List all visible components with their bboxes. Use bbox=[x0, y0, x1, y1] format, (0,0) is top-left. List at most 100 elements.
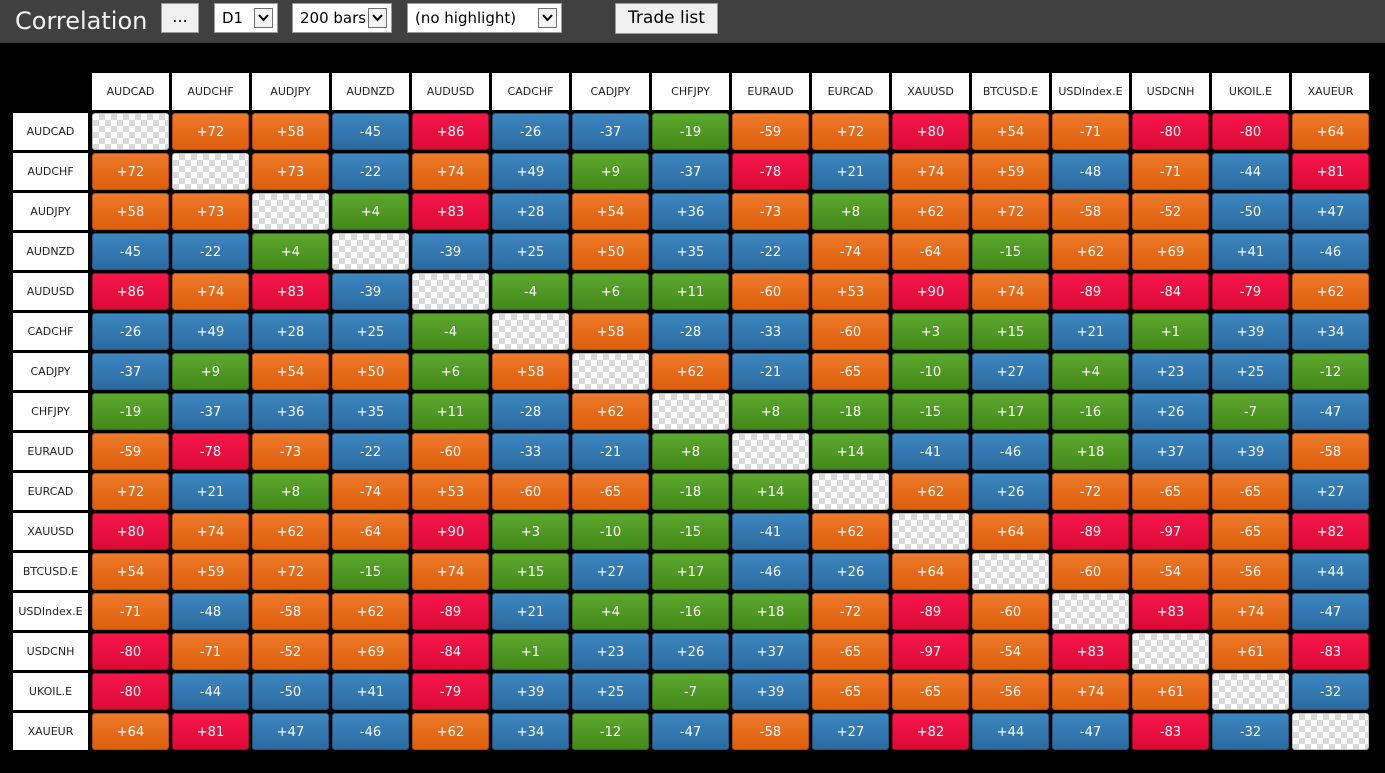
correlation-cell[interactable]: -45 bbox=[332, 113, 409, 150]
correlation-cell[interactable]: -41 bbox=[732, 513, 809, 550]
correlation-cell[interactable]: +6 bbox=[572, 273, 649, 310]
correlation-cell[interactable]: -89 bbox=[1052, 513, 1129, 550]
correlation-cell[interactable]: -16 bbox=[652, 593, 729, 630]
correlation-cell[interactable]: +61 bbox=[1212, 633, 1289, 670]
correlation-cell[interactable]: -60 bbox=[732, 273, 809, 310]
correlation-cell[interactable]: +4 bbox=[252, 233, 329, 270]
correlation-cell[interactable]: +59 bbox=[972, 153, 1049, 190]
correlation-cell[interactable]: -21 bbox=[732, 353, 809, 390]
correlation-cell[interactable]: -47 bbox=[1292, 593, 1369, 630]
correlation-cell[interactable]: -54 bbox=[972, 633, 1049, 670]
correlation-cell[interactable]: +1 bbox=[492, 633, 569, 670]
correlation-cell[interactable]: +25 bbox=[1212, 353, 1289, 390]
correlation-cell[interactable]: -21 bbox=[572, 433, 649, 470]
correlation-cell[interactable]: +27 bbox=[812, 713, 889, 750]
correlation-cell[interactable]: +15 bbox=[972, 313, 1049, 350]
correlation-cell[interactable]: -12 bbox=[1292, 353, 1369, 390]
correlation-cell[interactable]: +27 bbox=[572, 553, 649, 590]
correlation-cell[interactable]: -79 bbox=[412, 673, 489, 710]
correlation-cell[interactable]: -48 bbox=[172, 593, 249, 630]
correlation-cell[interactable]: -37 bbox=[572, 113, 649, 150]
correlation-cell[interactable]: +80 bbox=[892, 113, 969, 150]
column-header[interactable]: UKOIL.E bbox=[1212, 73, 1289, 110]
correlation-cell[interactable]: +62 bbox=[252, 513, 329, 550]
correlation-cell[interactable]: -65 bbox=[812, 673, 889, 710]
correlation-cell[interactable]: -47 bbox=[652, 713, 729, 750]
correlation-cell[interactable]: +44 bbox=[972, 713, 1049, 750]
correlation-cell[interactable]: -50 bbox=[1212, 193, 1289, 230]
correlation-cell[interactable]: +74 bbox=[172, 273, 249, 310]
row-header[interactable]: AUDCHF bbox=[13, 153, 88, 190]
correlation-cell[interactable]: -65 bbox=[812, 353, 889, 390]
correlation-cell[interactable]: -60 bbox=[492, 473, 569, 510]
correlation-cell[interactable]: +28 bbox=[492, 193, 569, 230]
correlation-cell[interactable]: +69 bbox=[1132, 233, 1209, 270]
correlation-cell[interactable]: +62 bbox=[652, 353, 729, 390]
correlation-cell[interactable]: -80 bbox=[1132, 113, 1209, 150]
row-header[interactable]: CHFJPY bbox=[13, 393, 88, 430]
correlation-cell[interactable]: +72 bbox=[812, 113, 889, 150]
column-header[interactable]: AUDCHF bbox=[172, 73, 249, 110]
correlation-cell[interactable]: -83 bbox=[1292, 633, 1369, 670]
correlation-cell[interactable]: +73 bbox=[172, 193, 249, 230]
correlation-cell[interactable]: +21 bbox=[812, 153, 889, 190]
correlation-cell[interactable]: -48 bbox=[1052, 153, 1129, 190]
bars-select[interactable]: 200 bars bbox=[292, 3, 392, 33]
correlation-cell[interactable]: +39 bbox=[1212, 433, 1289, 470]
correlation-cell[interactable]: -22 bbox=[172, 233, 249, 270]
correlation-cell[interactable]: +25 bbox=[332, 313, 409, 350]
correlation-cell[interactable]: -15 bbox=[332, 553, 409, 590]
correlation-cell[interactable]: -58 bbox=[732, 713, 809, 750]
correlation-cell[interactable]: -12 bbox=[572, 713, 649, 750]
row-header[interactable]: AUDCAD bbox=[13, 113, 88, 150]
correlation-cell[interactable]: +81 bbox=[172, 713, 249, 750]
correlation-cell[interactable]: +26 bbox=[812, 553, 889, 590]
correlation-cell[interactable]: +72 bbox=[972, 193, 1049, 230]
correlation-cell[interactable]: -73 bbox=[252, 433, 329, 470]
correlation-cell[interactable]: +37 bbox=[732, 633, 809, 670]
correlation-cell[interactable]: +72 bbox=[92, 473, 169, 510]
correlation-cell[interactable]: -65 bbox=[892, 673, 969, 710]
correlation-cell[interactable]: -56 bbox=[1212, 553, 1289, 590]
column-header[interactable]: USDCNH bbox=[1132, 73, 1209, 110]
correlation-cell[interactable]: -80 bbox=[92, 633, 169, 670]
correlation-cell[interactable]: +3 bbox=[892, 313, 969, 350]
correlation-cell[interactable]: +74 bbox=[892, 153, 969, 190]
correlation-cell[interactable]: +14 bbox=[732, 473, 809, 510]
correlation-cell[interactable]: +74 bbox=[1212, 593, 1289, 630]
correlation-cell[interactable]: -45 bbox=[92, 233, 169, 270]
column-header[interactable]: XAUUSD bbox=[892, 73, 969, 110]
correlation-cell[interactable]: +90 bbox=[892, 273, 969, 310]
correlation-cell[interactable]: -52 bbox=[252, 633, 329, 670]
correlation-cell[interactable]: +62 bbox=[1292, 273, 1369, 310]
correlation-cell[interactable]: +26 bbox=[652, 633, 729, 670]
row-header[interactable]: USDCNH bbox=[13, 633, 88, 670]
correlation-cell[interactable]: -52 bbox=[1132, 193, 1209, 230]
correlation-cell[interactable]: +35 bbox=[332, 393, 409, 430]
correlation-cell[interactable]: -19 bbox=[652, 113, 729, 150]
correlation-cell[interactable]: +27 bbox=[1292, 473, 1369, 510]
correlation-cell[interactable]: +4 bbox=[572, 593, 649, 630]
correlation-cell[interactable]: -65 bbox=[812, 633, 889, 670]
correlation-cell[interactable]: +53 bbox=[412, 473, 489, 510]
correlation-cell[interactable]: +69 bbox=[332, 633, 409, 670]
correlation-cell[interactable]: -78 bbox=[732, 153, 809, 190]
correlation-cell[interactable]: +21 bbox=[492, 593, 569, 630]
correlation-cell[interactable]: +4 bbox=[1052, 353, 1129, 390]
chevron-down-icon[interactable] bbox=[254, 8, 273, 28]
correlation-cell[interactable]: -58 bbox=[252, 593, 329, 630]
correlation-cell[interactable]: +14 bbox=[812, 433, 889, 470]
correlation-cell[interactable]: +41 bbox=[332, 673, 409, 710]
correlation-cell[interactable]: -71 bbox=[1052, 113, 1129, 150]
column-header[interactable]: BTCUSD.E bbox=[972, 73, 1049, 110]
correlation-cell[interactable]: +39 bbox=[732, 673, 809, 710]
correlation-cell[interactable]: +36 bbox=[252, 393, 329, 430]
correlation-cell[interactable]: -10 bbox=[572, 513, 649, 550]
correlation-cell[interactable]: +62 bbox=[892, 193, 969, 230]
correlation-cell[interactable]: +74 bbox=[172, 513, 249, 550]
correlation-cell[interactable]: +47 bbox=[1292, 193, 1369, 230]
correlation-cell[interactable]: +49 bbox=[172, 313, 249, 350]
correlation-cell[interactable]: -18 bbox=[652, 473, 729, 510]
correlation-cell[interactable]: -60 bbox=[812, 313, 889, 350]
correlation-cell[interactable]: -54 bbox=[1132, 553, 1209, 590]
